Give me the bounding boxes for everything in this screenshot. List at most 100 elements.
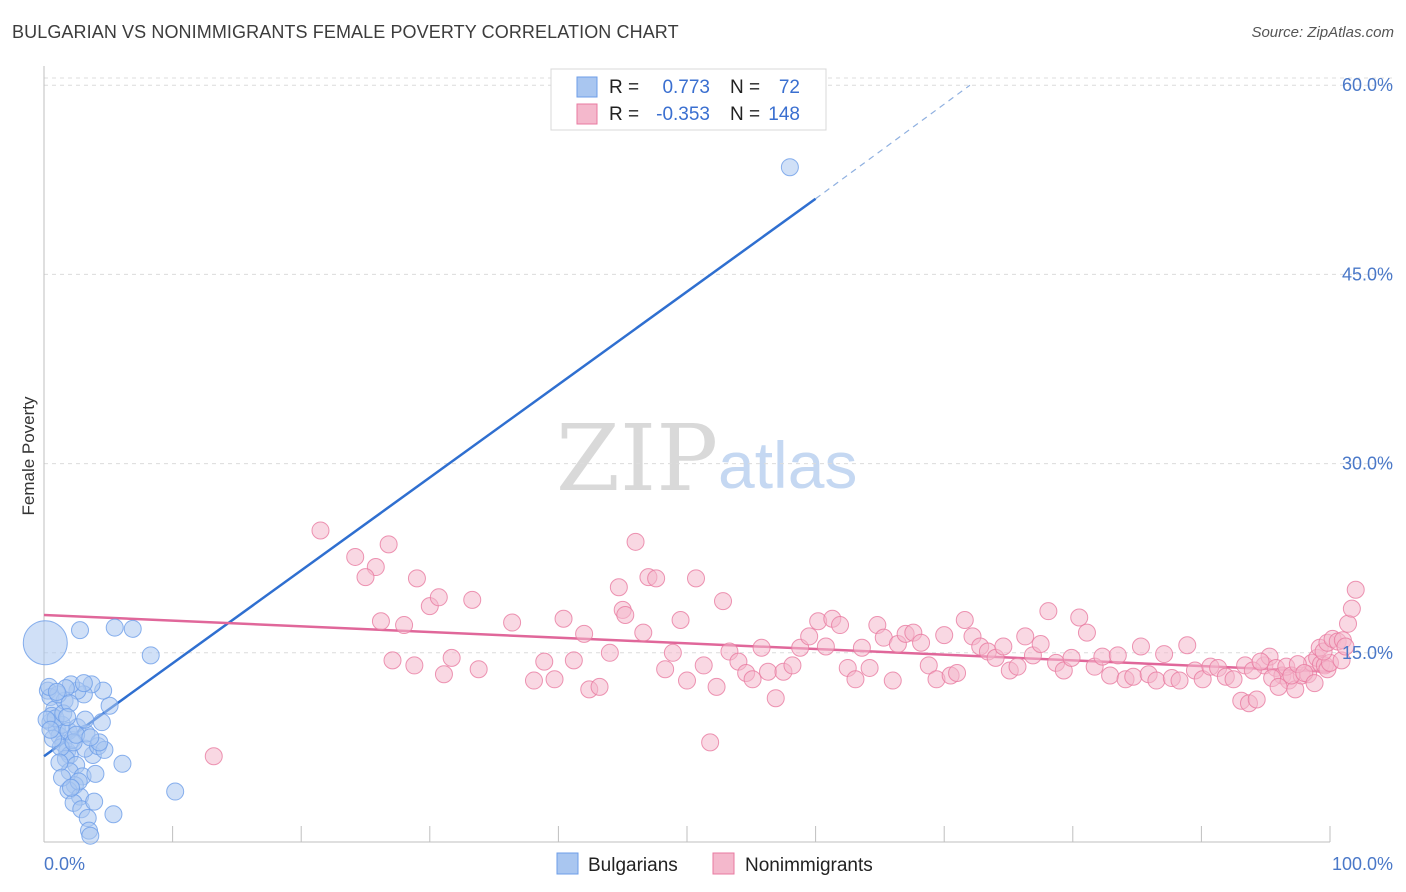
point-nonimmigrants-73 [955,611,974,630]
point-nonimmigrants-13 [442,648,461,667]
point-nonimmigrants-24 [590,677,609,696]
watermark-zip: ZIP [556,405,718,512]
point-nonimmigrants-68 [919,656,938,675]
point-nonimmigrants-128 [1251,652,1270,671]
point-nonimmigrants-52 [800,627,819,646]
legend-r-value-1: 0.773 [662,77,710,98]
point-nonimmigrants-12 [434,665,453,684]
point-nonimmigrants-21 [564,651,583,670]
point-bulgarians-25 [86,764,105,783]
point-nonimmigrants-67 [912,633,931,652]
trendline-bulgarians-extension [815,84,971,200]
point-nonimmigrants-96 [1131,637,1150,656]
bottom-legend-label-nonimmigrants: Nonimmigrants [745,855,873,876]
point-bulgarians-64 [58,708,77,727]
point-nonimmigrants-20 [554,609,573,628]
point-nonimmigrants-14 [463,590,482,609]
point-nonimmigrants-80 [1008,657,1027,676]
legend-swatch-nonimmigrants [576,103,598,125]
point-nonimmigrants-102 [1178,636,1197,655]
point-nonimmigrants-91 [1093,647,1112,666]
point-bulgarians-58 [50,753,69,772]
point-nonimmigrants-135 [1305,674,1324,693]
point-nonimmigrants-22 [575,624,594,643]
point-nonimmigrants-37 [687,569,706,588]
top-legend: R = 0.773 N = 72 R = -0.353 N = 148 [550,68,827,131]
x-tick-label-1: 100.0% [1332,854,1393,874]
point-nonimmigrants-19 [545,670,564,689]
point-nonimmigrants-15 [469,660,488,679]
point-nonimmigrants-70 [935,626,954,645]
point-nonimmigrants-25 [600,643,619,662]
point-nonimmigrants-18 [535,652,554,671]
point-nonimmigrants-78 [994,637,1013,656]
bottom-legend: Bulgarians Nonimmigrants [556,852,873,876]
legend-n-value-1: 72 [779,77,800,98]
point-bulgarians-30 [92,713,111,732]
point-nonimmigrants-40 [707,677,726,696]
point-nonimmigrants-48 [766,689,785,708]
point-nonimmigrants-38 [694,656,713,675]
point-nonimmigrants-17 [524,671,543,690]
point-bulgarians-43 [141,646,160,665]
point-nonimmigrants-99 [1155,645,1174,664]
watermark-atlas: atlas [718,428,857,502]
point-nonimmigrants-3 [379,535,398,554]
legend-n-value-2: 148 [768,104,800,125]
point-nonimmigrants-41 [714,592,733,611]
point-nonimmigrants-30 [634,623,653,642]
trendline-bulgarians [43,197,817,758]
chart-source: Source: ZipAtlas.com [1251,24,1394,41]
point-bulgarians-47 [780,158,799,177]
point-bulgarians-42 [123,619,142,638]
point-nonimmigrants-34 [663,643,682,662]
point-bulgarians-24 [81,826,100,845]
point-nonimmigrants-130 [1269,677,1288,696]
point-nonimmigrants-5 [407,569,426,588]
watermark: ZIP atlas [556,405,857,512]
point-bulgarians-70 [62,778,81,797]
point-bulgarians-46 [166,782,185,801]
x-tick-label-0: 0.0% [44,854,85,874]
y-tick-label-2: 45.0% [1342,264,1393,284]
point-bulgarians-66 [76,710,95,729]
point-nonimmigrants-92 [1101,666,1120,685]
point-nonimmigrants-72 [948,663,967,682]
point-nonimmigrants-147 [204,747,223,766]
point-bulgarians-71 [74,674,93,693]
point-nonimmigrants-63 [883,671,902,690]
point-nonimmigrants-87 [1062,648,1081,667]
point-bulgarians-31 [100,696,119,715]
point-nonimmigrants-33 [656,660,675,679]
axes [43,66,1331,843]
x-tick-labels: 0.0% 100.0% [44,854,1393,874]
point-nonimmigrants-9 [405,656,424,675]
point-bulgarians-69 [47,682,66,701]
y-axis-label: Female Poverty [19,396,38,516]
point-nonimmigrants-45 [743,670,762,689]
point-nonimmigrants-108 [1224,670,1243,689]
point-nonimmigrants-59 [852,638,871,657]
legend-n-label-1: N = [730,77,760,98]
point-bulgarians-41 [105,618,124,637]
point-nonimmigrants-36 [678,671,696,690]
point-nonimmigrants-98 [1147,671,1166,690]
point-bulgarians-60 [85,792,104,811]
point-bulgarians-63 [41,720,60,739]
point-nonimmigrants-0 [311,521,330,540]
point-nonimmigrants-89 [1077,623,1096,642]
point-nonimmigrants-144 [1346,580,1365,599]
point-nonimmigrants-142 [1339,614,1358,633]
point-nonimmigrants-4 [395,616,414,635]
legend-r-value-2: -0.353 [656,104,710,125]
legend-r-label-1: R = [609,77,639,98]
y-tick-labels: 15.0% 30.0% 45.0% 60.0% [1342,75,1393,663]
point-nonimmigrants-50 [783,656,802,675]
point-nonimmigrants-6 [356,568,375,587]
point-nonimmigrants-95 [1124,667,1143,686]
point-nonimmigrants-60 [860,658,879,677]
bottom-legend-swatch-nonimmigrants [712,852,735,875]
bottom-legend-label-bulgarians: Bulgarians [588,855,678,876]
legend-r-label-2: R = [609,104,639,125]
